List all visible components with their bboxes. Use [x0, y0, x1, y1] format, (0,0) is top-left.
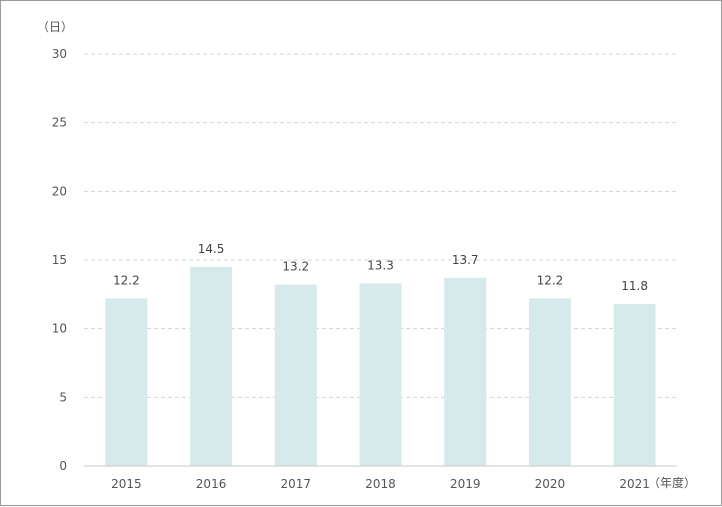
- bars: [105, 266, 656, 466]
- y-tick-label: 10: [52, 322, 67, 336]
- y-tick-label: 5: [59, 390, 67, 404]
- data-label-2018: 13.3: [367, 258, 394, 272]
- y-tick-label: 20: [52, 184, 67, 198]
- data-label-2015: 12.2: [113, 273, 140, 287]
- x-tick-label-2018: 2018: [365, 477, 396, 491]
- bar-2017: [274, 284, 317, 466]
- bar-2015: [105, 298, 148, 466]
- y-tick-label: 0: [59, 459, 67, 473]
- data-label-2016: 14.5: [198, 242, 225, 256]
- bar-2018: [359, 283, 402, 466]
- x-tick-label-2019: 2019: [450, 477, 481, 491]
- x-tick-label-2015: 2015: [111, 477, 142, 491]
- y-tick-label: 15: [52, 253, 67, 267]
- x-axis-unit: （年度）: [648, 475, 696, 490]
- bar-2019: [444, 277, 487, 466]
- x-tick-label-2016: 2016: [196, 477, 227, 491]
- bar-2021: [613, 303, 656, 466]
- bar-2016: [190, 266, 233, 466]
- value-labels: 12.2 14.5 13.2 13.3 13.7 12.2 11.8: [113, 242, 648, 293]
- y-axis-ticks: 0 5 10 15 20 25 30: [52, 47, 67, 473]
- x-tick-label-2017: 2017: [281, 477, 312, 491]
- x-tick-label-2020: 2020: [535, 477, 566, 491]
- data-label-2020: 12.2: [537, 273, 564, 287]
- y-tick-label: 30: [52, 47, 67, 61]
- data-label-2021: 11.8: [621, 279, 648, 293]
- y-axis-unit: （日）: [37, 20, 73, 34]
- bar-2020: [528, 298, 571, 466]
- x-axis-ticks: 2015 2016 2017 2018 2019 2020 2021: [111, 477, 650, 491]
- data-label-2017: 13.2: [282, 260, 309, 274]
- x-tick-label-2021: 2021: [619, 477, 650, 491]
- y-tick-label: 25: [52, 116, 67, 130]
- data-label-2019: 13.7: [452, 253, 479, 267]
